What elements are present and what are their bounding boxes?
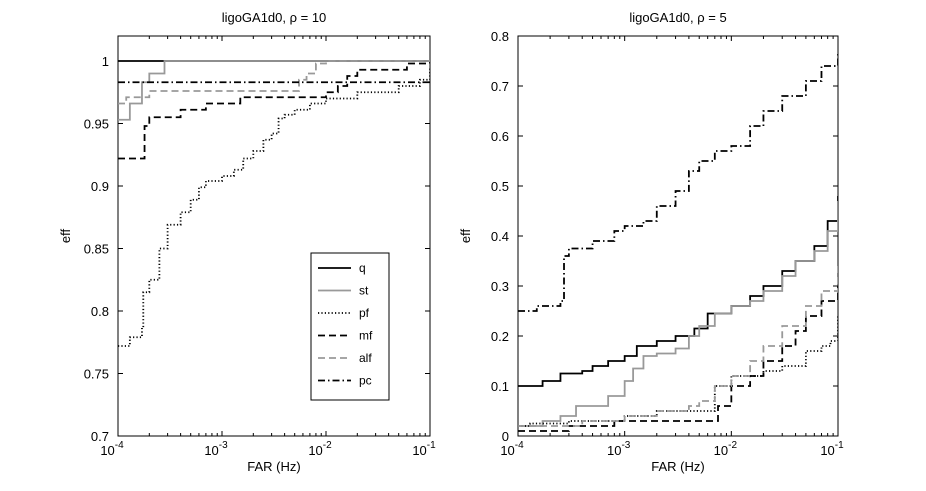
legend-box [310, 252, 390, 401]
y-axis-label: eff [58, 229, 73, 244]
y-tick-label: 0.4 [491, 229, 509, 244]
y-tick-label: 0.6 [491, 129, 509, 144]
left-panel-rho-10: 10-4 10-3 10-2 10-10.70.750.80.850.90.951li… [58, 10, 436, 474]
x-tick-exponent: -2 [728, 440, 737, 451]
axes-frame [117, 35, 431, 437]
x-tick-exponent: -3 [219, 440, 228, 451]
series-line-alf [518, 266, 838, 427]
right-panel-rho-5: 10-4 10-3 10-2 10-100.10.20.30.40.50.60.70.… [458, 10, 844, 474]
legend-label-pf: pf [359, 306, 370, 320]
y-tick-label: 0.7 [491, 79, 509, 94]
y-tick-label: 0.8 [91, 304, 109, 319]
x-axis-label: FAR (Hz) [651, 459, 704, 474]
legend-label-st: st [359, 284, 369, 298]
y-tick-label: 0 [502, 429, 509, 444]
legend-label-q: q [359, 261, 366, 275]
chart-title: ligoGA1d0, ρ = 5 [629, 10, 726, 25]
x-tick-label: 10-2 [308, 440, 332, 458]
chart-title: ligoGA1d0, ρ = 10 [222, 10, 327, 25]
legend-label-pc: pc [359, 374, 372, 388]
x-tick-label: 10-1 [820, 440, 844, 458]
x-tick-label: 10-3 [204, 440, 228, 458]
x-tick-base: 10 [714, 443, 728, 458]
y-tick-label: 0.2 [491, 329, 509, 344]
x-tick-exponent: -1 [835, 440, 844, 451]
y-tick-label: 0.9 [91, 179, 109, 194]
series-line-pf [518, 316, 838, 427]
x-tick-exponent: -2 [323, 440, 332, 451]
y-tick-label: 0.3 [491, 279, 509, 294]
x-axis-label: FAR (Hz) [247, 459, 300, 474]
x-tick-label: 10-1 [412, 440, 436, 458]
x-tick-label: 10-2 [714, 440, 738, 458]
y-tick-label: 0.75 [84, 367, 109, 382]
legend-label-alf: alf [359, 351, 372, 365]
legend-label-mf: mf [359, 329, 373, 343]
x-tick-base: 10 [820, 443, 834, 458]
x-tick-label: 10-4 [100, 440, 124, 458]
x-tick-base: 10 [500, 443, 514, 458]
x-tick-label: 10-3 [607, 440, 631, 458]
y-tick-label: 0.85 [84, 242, 109, 257]
x-tick-exponent: -3 [621, 440, 630, 451]
y-tick-label: 0.5 [491, 179, 509, 194]
series-line-pc [518, 51, 838, 312]
x-tick-label: 10-4 [500, 440, 524, 458]
y-axis-label: eff [458, 229, 473, 244]
x-tick-base: 10 [412, 443, 426, 458]
y-tick-label: 0.1 [491, 379, 509, 394]
y-tick-label: 0.7 [91, 429, 109, 444]
x-tick-base: 10 [204, 443, 218, 458]
x-tick-base: 10 [308, 443, 322, 458]
x-tick-base: 10 [607, 443, 621, 458]
legend: q st pf mf alf pc [310, 252, 390, 401]
y-tick-label: 0.95 [84, 117, 109, 132]
series-line-st [518, 201, 838, 427]
x-tick-exponent: -1 [427, 440, 436, 451]
series-line-alf [118, 60, 430, 105]
x-tick-exponent: -4 [115, 440, 124, 451]
y-tick-label: 0.8 [491, 29, 509, 44]
x-tick-base: 10 [100, 443, 114, 458]
series-line-st [118, 60, 430, 121]
x-tick-exponent: -4 [515, 440, 524, 451]
y-tick-label: 1 [102, 54, 109, 69]
series-line-mf [118, 61, 430, 160]
